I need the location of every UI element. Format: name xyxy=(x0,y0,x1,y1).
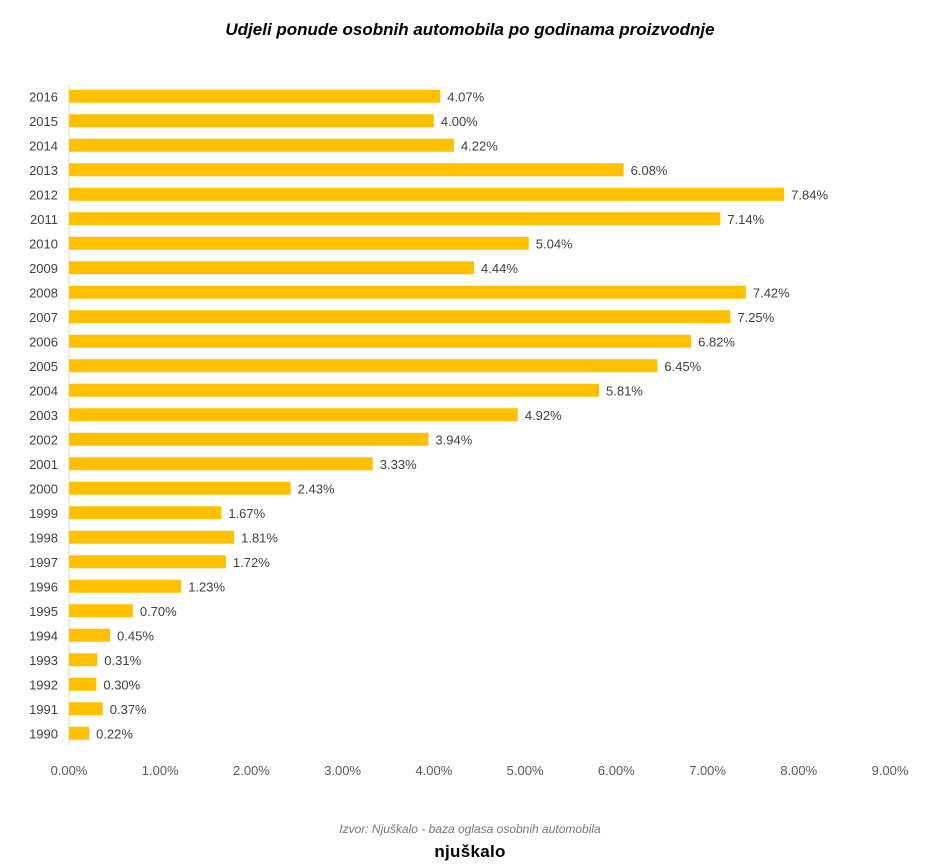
data-label: 7.84% xyxy=(791,187,828,202)
bar xyxy=(69,653,98,667)
bar xyxy=(69,530,235,544)
y-tick-label: 2009 xyxy=(29,261,58,276)
x-tick-label: 1.00% xyxy=(142,763,179,778)
data-label: 7.42% xyxy=(753,285,790,300)
y-tick-label: 1999 xyxy=(29,506,58,521)
y-tick-label: 1993 xyxy=(29,653,58,668)
data-label: 5.81% xyxy=(606,383,643,398)
data-label: 0.31% xyxy=(104,653,141,668)
y-tick-label: 2010 xyxy=(29,236,58,251)
bar xyxy=(69,261,475,275)
y-tick-label: 2015 xyxy=(29,114,58,129)
bar xyxy=(69,628,111,642)
x-tick-label: 4.00% xyxy=(415,763,452,778)
y-tick-label: 2005 xyxy=(29,359,58,374)
data-label: 4.44% xyxy=(481,261,518,276)
data-label: 6.45% xyxy=(664,359,701,374)
bar xyxy=(69,702,103,716)
bar xyxy=(69,481,291,495)
bar xyxy=(69,506,222,520)
y-tick-label: 2012 xyxy=(29,187,58,202)
data-label: 6.82% xyxy=(698,334,735,349)
bar xyxy=(69,457,373,471)
x-tick-label: 8.00% xyxy=(780,763,817,778)
y-tick-label: 2014 xyxy=(29,138,58,153)
y-tick-label: 1995 xyxy=(29,604,58,619)
x-tick-label: 7.00% xyxy=(689,763,726,778)
x-tick-label: 3.00% xyxy=(324,763,361,778)
bar xyxy=(69,236,529,250)
data-label: 0.30% xyxy=(103,677,140,692)
y-tick-label: 1992 xyxy=(29,677,58,692)
bar xyxy=(69,212,721,226)
data-label: 0.45% xyxy=(117,628,154,643)
data-label: 1.23% xyxy=(188,579,225,594)
bar xyxy=(69,334,692,348)
data-label: 4.22% xyxy=(461,138,498,153)
y-tick-label: 1991 xyxy=(29,702,58,717)
y-tick-label: 2007 xyxy=(29,310,58,325)
bar xyxy=(69,383,600,397)
data-label: 1.67% xyxy=(228,506,265,521)
chart-title: Udjeli ponude osobnih automobila po godi… xyxy=(225,20,715,39)
data-label: 4.07% xyxy=(447,89,484,104)
data-label: 4.92% xyxy=(525,408,562,423)
data-label: 2.43% xyxy=(298,481,335,496)
y-tick-label: 1994 xyxy=(29,628,58,643)
data-label: 0.70% xyxy=(140,604,177,619)
bar xyxy=(69,726,90,740)
y-tick-label: 1990 xyxy=(29,726,58,741)
data-label: 6.08% xyxy=(631,163,668,178)
data-label: 5.04% xyxy=(536,236,573,251)
y-tick-label: 1997 xyxy=(29,555,58,570)
y-tick-label: 1996 xyxy=(29,579,58,594)
bar xyxy=(69,677,97,691)
data-label: 7.25% xyxy=(737,310,774,325)
bar xyxy=(69,187,785,201)
x-tick-label: 2.00% xyxy=(233,763,270,778)
data-label: 4.00% xyxy=(441,114,478,129)
bar xyxy=(69,579,182,593)
bar xyxy=(69,89,441,103)
bar xyxy=(69,359,658,373)
bar xyxy=(69,555,226,569)
y-tick-label: 1998 xyxy=(29,530,58,545)
y-tick-label: 2000 xyxy=(29,481,58,496)
y-tick-label: 2006 xyxy=(29,334,58,349)
bar xyxy=(69,604,133,618)
data-label: 1.72% xyxy=(233,555,270,570)
y-tick-label: 2002 xyxy=(29,432,58,447)
source-note: Izvor: Njuškalo - baza oglasa osobnih au… xyxy=(339,822,601,836)
x-tick-label: 5.00% xyxy=(507,763,544,778)
y-tick-label: 2004 xyxy=(29,383,58,398)
x-tick-label: 9.00% xyxy=(872,763,909,778)
y-tick-label: 2001 xyxy=(29,457,58,472)
bar-chart: 2016 4.07% 2015 4.00% 2014 4.22% 2013 6.08% 2012… xyxy=(29,84,909,778)
x-tick-label: 6.00% xyxy=(598,763,635,778)
data-label: 0.22% xyxy=(96,726,133,741)
data-label: 3.94% xyxy=(435,432,472,447)
data-label: 7.14% xyxy=(727,212,764,227)
bar xyxy=(69,138,454,152)
bar xyxy=(69,432,429,446)
bar xyxy=(69,310,731,324)
y-tick-label: 2013 xyxy=(29,163,58,178)
bar xyxy=(69,285,746,299)
bar xyxy=(69,163,624,177)
y-tick-label: 2003 xyxy=(29,408,58,423)
x-tick-label: 0.00% xyxy=(51,763,88,778)
bar xyxy=(69,114,434,128)
y-tick-label: 2011 xyxy=(30,212,58,227)
y-tick-label: 2008 xyxy=(29,285,58,300)
data-label: 0.37% xyxy=(110,702,147,717)
njuskalo-logo: njuškalo xyxy=(434,842,506,861)
bar xyxy=(69,408,518,422)
data-label: 3.33% xyxy=(380,457,417,472)
data-label: 1.81% xyxy=(241,530,278,545)
y-tick-label: 2016 xyxy=(29,89,58,104)
